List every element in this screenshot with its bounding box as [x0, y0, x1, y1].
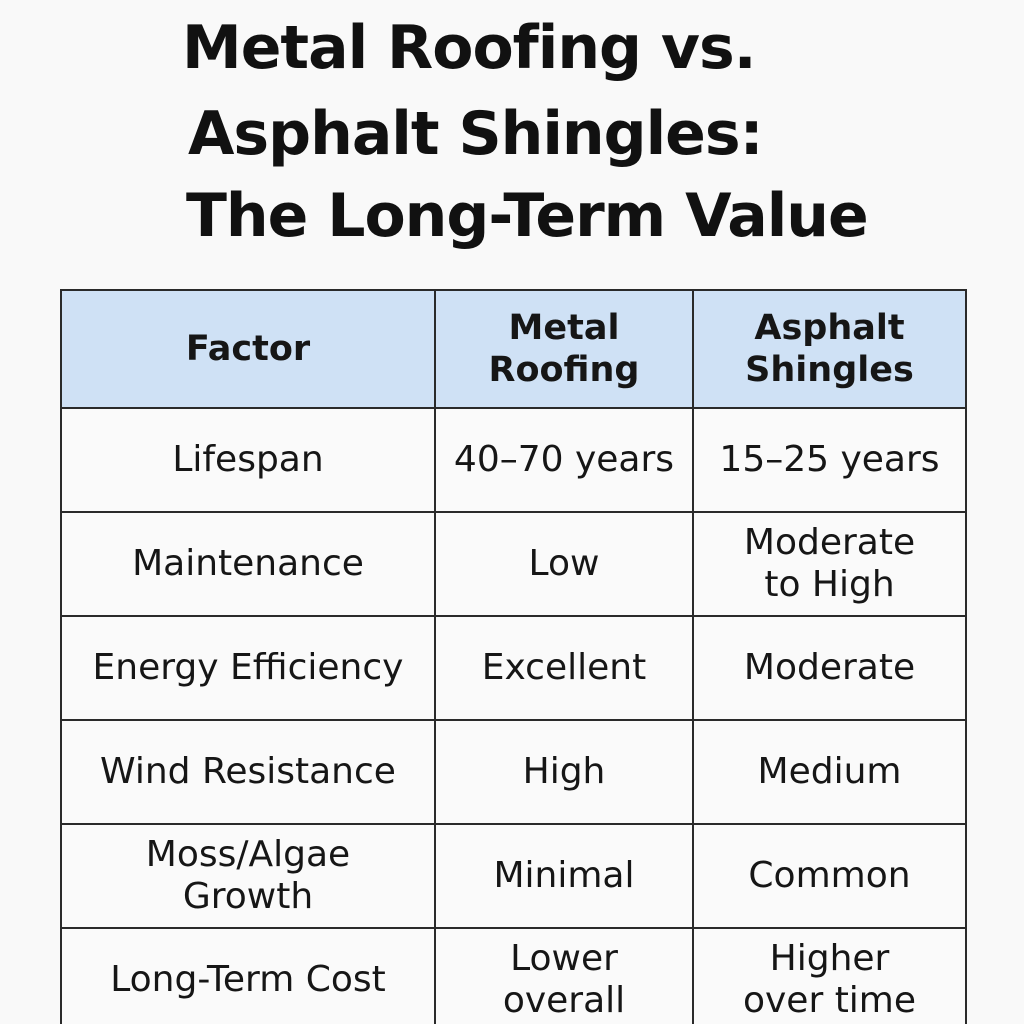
table-header-row: Factor Metal Roofing Asphalt Shingles [60, 289, 967, 409]
title-line-2: Asphalt Shingles: [188, 99, 764, 169]
row-asphalt-cell: Medium [692, 719, 967, 825]
row-asphalt-cell: 15–25 years [692, 407, 967, 513]
row-metal-cell: High [434, 719, 694, 825]
header-asphalt-shingles: Asphalt Shingles [692, 289, 967, 409]
table-row: Wind Resistance High Medium [60, 719, 967, 825]
row-metal-cell: Minimal [434, 823, 694, 929]
row-factor-cell: Energy Efficiency [60, 615, 436, 721]
title-line-3: The Long-Term Value [186, 181, 869, 251]
header-factor: Factor [60, 289, 436, 409]
row-asphalt-cell: Higher over time [692, 927, 967, 1024]
table-row: Maintenance Low Moderate to High [60, 511, 967, 617]
table-row: Lifespan 40–70 years 15–25 years [60, 407, 967, 513]
row-metal-cell: Low [434, 511, 694, 617]
table-row: Moss/Algae Growth Minimal Common [60, 823, 967, 929]
title-line-1: Metal Roofing vs. [182, 13, 757, 83]
row-asphalt-cell: Moderate [692, 615, 967, 721]
row-metal-cell: Lower overall [434, 927, 694, 1024]
row-metal-cell: 40–70 years [434, 407, 694, 513]
row-asphalt-cell: Common [692, 823, 967, 929]
row-factor-cell: Long-Term Cost [60, 927, 436, 1024]
row-asphalt-cell: Moderate to High [692, 511, 967, 617]
table-row: Energy Efficiency Excellent Moderate [60, 615, 967, 721]
row-metal-cell: Excellent [434, 615, 694, 721]
row-factor-cell: Lifespan [60, 407, 436, 513]
table-row: Long-Term Cost Lower overall Higher over… [60, 927, 967, 1024]
row-factor-cell: Wind Resistance [60, 719, 436, 825]
row-factor-cell: Maintenance [60, 511, 436, 617]
header-metal-roofing: Metal Roofing [434, 289, 694, 409]
row-factor-cell: Moss/Algae Growth [60, 823, 436, 929]
page-title: Metal Roofing vs. Asphalt Shingles: The … [0, 8, 1024, 251]
comparison-table: Factor Metal Roofing Asphalt Shingles Li… [60, 289, 967, 1024]
